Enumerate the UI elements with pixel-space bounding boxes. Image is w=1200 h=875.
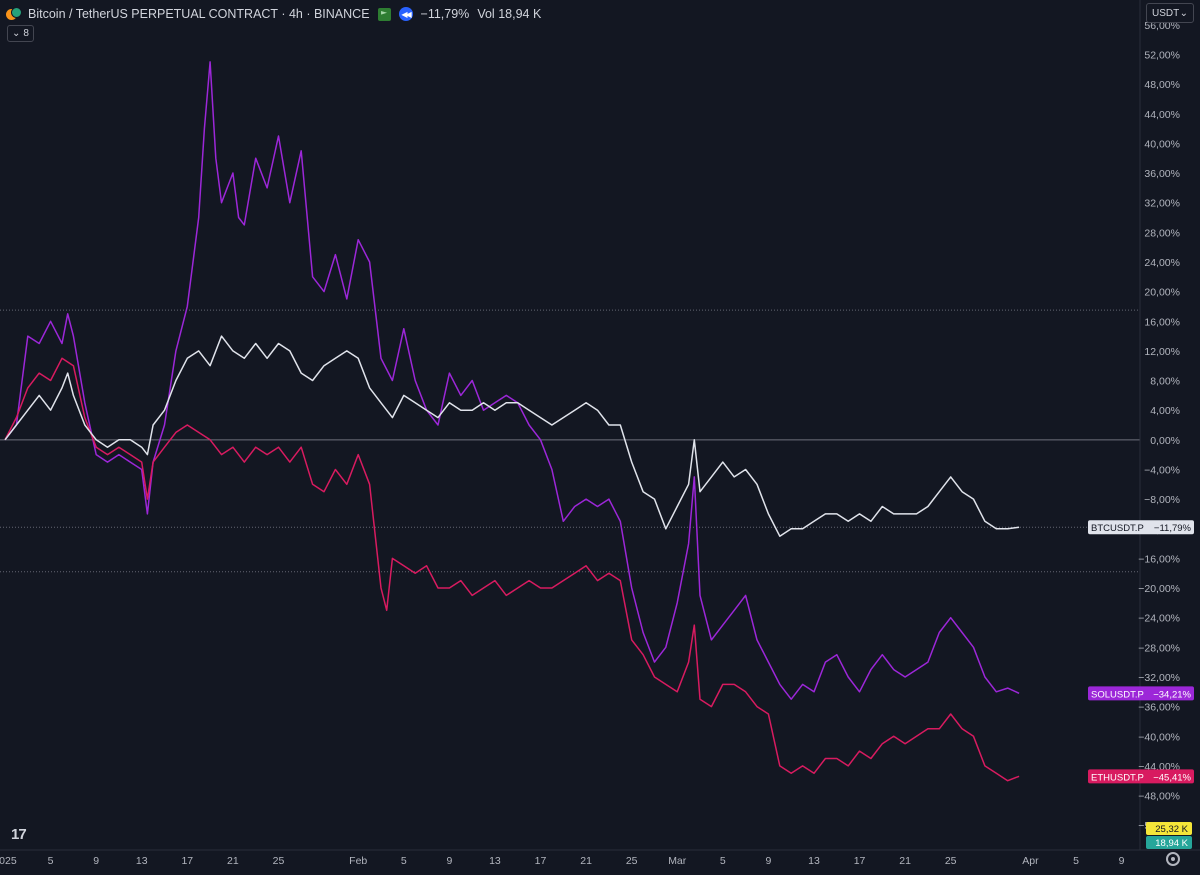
x-tick-label: 5 (1073, 855, 1079, 867)
volume-badge (1146, 836, 1192, 849)
symbol-title[interactable]: Bitcoin / TetherUS PERPETUAL CONTRACT · … (28, 7, 370, 21)
y-tick-label: 28,00% (1144, 227, 1180, 239)
y-tick-label: 12,00% (1144, 346, 1180, 358)
x-tick-label: 17 (181, 855, 193, 867)
x-tick-label: 5 (401, 855, 407, 867)
series-name-label: SOLUSDT.P (1091, 689, 1144, 700)
y-tick-label: 48,00% (1144, 79, 1180, 91)
x-tick-label: 21 (227, 855, 239, 867)
x-tick-label: 9 (1119, 855, 1125, 867)
volume-badge (1146, 822, 1192, 835)
chart-header: Bitcoin / TetherUS PERPETUAL CONTRACT · … (6, 5, 541, 23)
y-tick-label: −8,00% (1144, 494, 1180, 506)
x-tick-label: 13 (136, 855, 148, 867)
volume-readout: Vol 18,94 K (477, 7, 542, 21)
y-tick-label: 20,00% (1144, 287, 1180, 299)
x-tick-label: 21 (580, 855, 592, 867)
last-value-badge (1088, 686, 1194, 701)
series-line-btcusdt-p[interactable] (4, 335, 1020, 537)
x-tick-label: 17 (535, 855, 547, 867)
last-value-badge (1088, 769, 1194, 784)
y-tick-label: −16,00% (1138, 553, 1180, 565)
x-tick-label: Apr (1022, 855, 1039, 867)
tradingview-logo-icon[interactable]: 17 (11, 826, 27, 843)
flag-icon[interactable] (377, 7, 391, 21)
y-tick-label: 36,00% (1144, 168, 1180, 180)
x-tick-label: 13 (808, 855, 820, 867)
series-line-ethusdt-p[interactable] (4, 357, 1020, 782)
x-tick-label: 2025 (0, 855, 17, 867)
x-tick-label: 9 (93, 855, 99, 867)
x-tick-label: 13 (489, 855, 501, 867)
price-axis: 56,00%52,00%48,00%44,00%40,00%36,00%32,0… (1138, 20, 1180, 832)
change-percent: −11,79% (420, 7, 470, 21)
y-tick-label: −28,00% (1138, 642, 1180, 654)
reference-lines (0, 309, 1140, 573)
series-last-value-labels: SOLUSDT.P −34,21% ETHUSDT.P −45,41% BTCUSDT.… (1088, 520, 1194, 784)
series-last-value: −45,41% (1153, 772, 1191, 783)
indicators-toggle[interactable]: ⌄ 8 (7, 25, 34, 42)
replay-icon[interactable]: ◀◀ (398, 7, 413, 21)
x-tick-label: 21 (899, 855, 911, 867)
x-tick-label: 25 (626, 855, 638, 867)
y-tick-label: 8,00% (1150, 376, 1180, 388)
series-name-label: ETHUSDT.P (1091, 772, 1144, 783)
x-tick-label: Feb (349, 855, 367, 867)
x-tick-label: 25 (945, 855, 957, 867)
time-axis: 2025 5 9 13 17 21 25 Feb 5 9 13 17 21 25 Mar 5 9 13 17 21 25… (0, 855, 1125, 867)
y-tick-label: 16,00% (1144, 316, 1180, 328)
x-tick-label: 5 (48, 855, 54, 867)
y-tick-label: −20,00% (1138, 583, 1180, 595)
series-name-label: BTCUSDT.P (1091, 523, 1144, 534)
currency-label: USDT (1152, 7, 1180, 19)
series-last-value: −11,79% (1154, 523, 1192, 534)
chart-series (4, 61, 1020, 782)
volume-badge-label: 25,32 K (1155, 824, 1188, 835)
y-tick-label: −4,00% (1144, 464, 1180, 476)
y-tick-label: −40,00% (1138, 731, 1180, 743)
x-tick-label: 5 (720, 855, 726, 867)
chevron-down-icon: ⌄ (12, 28, 21, 39)
x-tick-label: 17 (854, 855, 866, 867)
y-tick-label: 44,00% (1144, 109, 1180, 121)
y-tick-label: 0,00% (1150, 435, 1180, 447)
y-tick-label: 52,00% (1144, 49, 1180, 61)
btc-usdt-symbol-icon[interactable] (6, 7, 22, 21)
y-tick-label: 4,00% (1150, 405, 1180, 417)
last-value-badge (1088, 520, 1194, 535)
series-last-value: −34,21% (1153, 689, 1191, 700)
y-tick-label: −32,00% (1138, 672, 1180, 684)
x-tick-label: 9 (446, 855, 452, 867)
y-tick-label: 40,00% (1144, 138, 1180, 150)
currency-selector[interactable]: USDT ⌄ (1146, 3, 1194, 23)
x-tick-label: 9 (765, 855, 771, 867)
indicator-count: 8 (23, 28, 29, 39)
x-tick-label: Mar (668, 855, 687, 867)
y-tick-label: −24,00% (1138, 613, 1180, 625)
settings-gear-icon[interactable] (1166, 852, 1180, 866)
x-tick-label: 25 (273, 855, 285, 867)
chevron-down-icon: ⌄ (1179, 7, 1188, 19)
series-line-solusdt-p[interactable] (4, 61, 1020, 700)
volume-badges: 25,32 K 18,94 K (1146, 822, 1192, 849)
y-tick-label: −36,00% (1138, 702, 1180, 714)
volume-badge-label: 18,94 K (1155, 838, 1188, 849)
y-tick-label: −48,00% (1138, 791, 1180, 803)
y-tick-label: 24,00% (1144, 257, 1180, 269)
y-tick-label: 32,00% (1144, 198, 1180, 210)
